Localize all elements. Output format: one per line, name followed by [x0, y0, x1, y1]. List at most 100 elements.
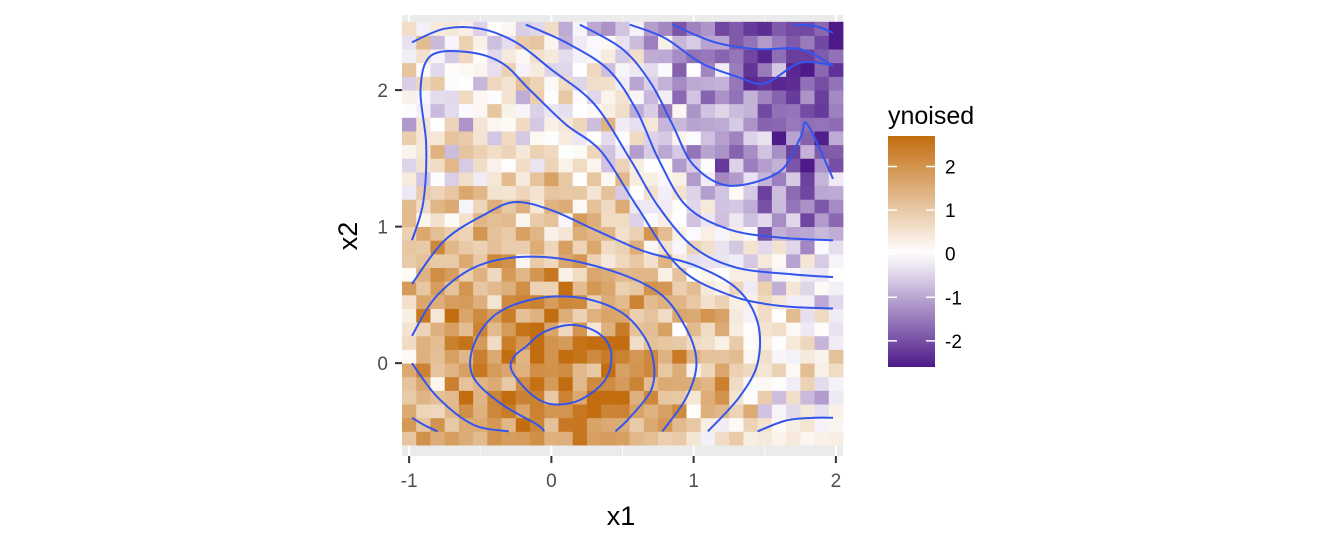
- heatmap-tile: [586, 172, 602, 187]
- heatmap-tile: [828, 335, 844, 350]
- heatmap-tile: [487, 90, 502, 105]
- heatmap-tile: [558, 431, 574, 446]
- heatmap-tile: [771, 144, 787, 159]
- heatmap-tile: [544, 185, 559, 200]
- heatmap-tile: [615, 76, 631, 91]
- heatmap-tile: [629, 417, 645, 432]
- heatmap-tile: [530, 349, 545, 364]
- heatmap-tile: [572, 281, 588, 296]
- heatmap-tile: [800, 390, 815, 405]
- heatmap-tile: [501, 103, 517, 118]
- heatmap-tile: [473, 390, 488, 405]
- heatmap-tile: [530, 158, 545, 173]
- heatmap-tile: [430, 363, 446, 378]
- heatmap-tile: [700, 144, 716, 159]
- heatmap-tile: [800, 35, 815, 50]
- heatmap-tile: [786, 62, 801, 77]
- heatmap-tile: [800, 144, 815, 159]
- heatmap-tile: [672, 185, 687, 200]
- heatmap-tile: [601, 185, 616, 200]
- heatmap-tile: [786, 49, 801, 64]
- heatmap-tile: [686, 117, 702, 132]
- heatmap-tile: [729, 185, 744, 200]
- heatmap-tile: [586, 144, 602, 159]
- heatmap-tile: [586, 212, 602, 228]
- heatmap-tile: [786, 90, 801, 105]
- heatmap-tile: [658, 431, 673, 446]
- heatmap-tile: [629, 158, 645, 173]
- heatmap-tile: [686, 335, 702, 350]
- heatmap-tile: [444, 131, 460, 146]
- heatmap-tile: [757, 21, 773, 36]
- heatmap-tile: [658, 199, 673, 214]
- heatmap-tile: [700, 335, 716, 350]
- heatmap-tile: [771, 131, 787, 146]
- heatmap-tile: [530, 212, 545, 228]
- heatmap-tile: [686, 62, 702, 77]
- heatmap-tile: [814, 172, 830, 187]
- heatmap-tile: [800, 103, 815, 118]
- heatmap-tile: [814, 103, 830, 118]
- heatmap-tile: [501, 281, 517, 296]
- heatmap-tile: [700, 322, 716, 337]
- heatmap-tile: [786, 199, 801, 214]
- heatmap-tile: [643, 335, 659, 350]
- heatmap-tile: [672, 281, 687, 296]
- heatmap-tile: [700, 363, 716, 378]
- heatmap-tile: [515, 240, 531, 255]
- heatmap-tile: [416, 363, 431, 378]
- heatmap-tile: [402, 349, 417, 364]
- heatmap-tile: [757, 103, 773, 118]
- heatmap-tile: [743, 404, 759, 419]
- heatmap-tile: [501, 322, 517, 337]
- heatmap-tile: [714, 431, 730, 446]
- heatmap-tile: [501, 226, 517, 241]
- heatmap-tile: [601, 417, 616, 432]
- heatmap-tile: [615, 35, 631, 50]
- heatmap-tile: [800, 158, 815, 173]
- heatmap-tile: [544, 404, 559, 419]
- heatmap-tile: [430, 185, 446, 200]
- heatmap-tile: [473, 294, 488, 309]
- heatmap-tile: [658, 212, 673, 228]
- heatmap-tile: [615, 212, 631, 228]
- heatmap-tile: [501, 76, 517, 91]
- heatmap-tile: [430, 35, 446, 50]
- heatmap-tile: [458, 103, 474, 118]
- heatmap-tile: [658, 349, 673, 364]
- heatmap-tile: [643, 21, 659, 36]
- heatmap-tile: [586, 335, 602, 350]
- heatmap-tile: [771, 240, 787, 255]
- heatmap-tile: [757, 417, 773, 432]
- legend-colorbar: [888, 136, 935, 367]
- heatmap-tile: [402, 281, 417, 296]
- heatmap-tile: [501, 212, 517, 228]
- heatmap-tile: [686, 431, 702, 446]
- heatmap-tile: [515, 226, 531, 241]
- heatmap-tile: [601, 281, 616, 296]
- heatmap-tile: [601, 294, 616, 309]
- heatmap-tile: [572, 417, 588, 432]
- heatmap-tile: [757, 404, 773, 419]
- heatmap-tile: [487, 240, 502, 255]
- heatmap-tile: [487, 144, 502, 159]
- heatmap-tile: [672, 335, 687, 350]
- heatmap-tile: [729, 390, 744, 405]
- heatmap-tile: [743, 335, 759, 350]
- heatmap-tile: [501, 267, 517, 282]
- heatmap-tile: [629, 117, 645, 132]
- heatmap-tile: [800, 253, 815, 268]
- heatmap-tile: [444, 90, 460, 105]
- heatmap-tile: [444, 431, 460, 446]
- heatmap-tile: [643, 431, 659, 446]
- heatmap-tile: [572, 267, 588, 282]
- heatmap-tile: [586, 294, 602, 309]
- y-axis-title: x2: [333, 222, 363, 251]
- heatmap-tile: [643, 308, 659, 323]
- heatmap-tile: [786, 103, 801, 118]
- heatmap-tile: [544, 308, 559, 323]
- heatmap-tile: [814, 185, 830, 200]
- heatmap-tile: [800, 322, 815, 337]
- heatmap-tile: [814, 322, 830, 337]
